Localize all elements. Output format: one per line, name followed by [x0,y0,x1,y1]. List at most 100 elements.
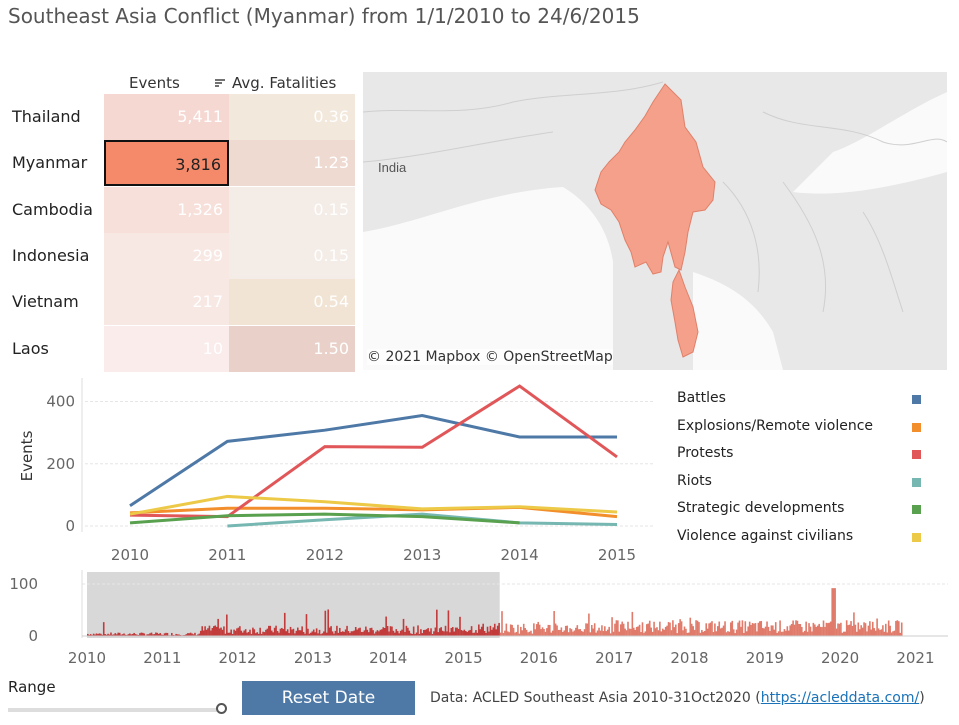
reset-date-button[interactable]: Reset Date [242,681,415,715]
legend-swatch [912,450,921,460]
country-table: Events Avg. Fatalities Thailand 5,411 0.36… [8,72,355,372]
timeline-bar [265,629,267,636]
range-slider-track[interactable] [8,708,224,712]
timeline-bar [139,633,141,636]
legend-label[interactable]: Battles [677,390,726,406]
events-cell[interactable]: 217 [104,279,229,326]
myanmar-shape[interactable] [594,83,716,358]
timeline-bar [501,611,503,636]
table-row[interactable]: Cambodia 1,326 0.15 [8,186,355,233]
timeline-bar [237,627,240,636]
events-cell[interactable]: 1,326 [104,186,229,233]
sort-icon[interactable] [214,72,227,94]
legend-label[interactable]: Violence against civilians [677,528,854,544]
events-cell[interactable]: 5,411 [104,94,229,140]
table-row[interactable]: Indonesia 299 0.15 [8,232,355,279]
timeline-bar [378,631,380,636]
timeline-bar [630,628,632,636]
timeline-bar [460,630,463,636]
timeline-bar [646,624,648,636]
events-cell[interactable]: 299 [104,232,229,279]
fatalities-cell[interactable]: 1.50 [229,325,355,372]
timeline-bar [528,631,531,636]
timeline-bar [189,632,192,636]
events-cell[interactable]: 10 [104,325,229,372]
timeline-bar [617,620,619,636]
timeline-bar [504,630,506,636]
timeline-bar [466,632,469,636]
timeline-bar [486,626,489,636]
fatalities-cell[interactable]: 0.15 [229,186,355,233]
timeline-bar [212,626,215,636]
timeline-bar [205,629,208,636]
timeline-bar [456,627,458,636]
timeline-bar [128,633,131,636]
timeline-bar [696,620,699,636]
timeline-bar [170,632,173,636]
timeline-bar [285,631,288,636]
timeline-bar [253,629,256,636]
timeline-bar [850,621,852,636]
timeline-bar [547,624,550,636]
timeline-bar [110,632,112,636]
timeline-bar [745,631,748,636]
timeline-bar [295,630,298,636]
range-slider-handle[interactable] [216,703,227,714]
series-line[interactable] [129,512,520,525]
series-line[interactable] [129,384,618,519]
selected-range[interactable] [87,572,500,638]
timeline-bar [583,629,586,636]
timeline-bar [785,630,787,636]
table-row[interactable]: Myanmar 3,816 1.23 [8,140,355,187]
timeline-bar [107,633,109,636]
timeline-bar [656,627,658,636]
legend-label[interactable]: Strategic developments [677,500,845,517]
timeline-bar [598,627,600,636]
timeline-bar [386,625,389,636]
timeline-bar [334,630,337,636]
table-row[interactable]: Thailand 5,411 0.36 [8,94,355,140]
page-title: Southeast Asia Conflict (Myanmar) from 1… [8,4,640,28]
timeline-bar [142,632,144,636]
timeline-bar [299,630,302,636]
timeline-bar [798,624,800,636]
map-view[interactable]: India © 2021 Mapbox © OpenStreetMap [363,72,947,370]
timeline-bar-chart[interactable]: 0 100 2010 2011 2012 2013 2014 2015 2016 2017 2018… [0,568,959,674]
legend-label[interactable]: Explosions/Remote violence [677,417,873,434]
fatalities-column-header[interactable]: Avg. Fatalities [232,74,337,92]
legend-label[interactable]: Riots [677,472,712,489]
timeline-bar [819,626,822,636]
timeline-bar [166,632,169,636]
timeline-bar [425,629,428,636]
timeline-bar [459,616,461,636]
series-line[interactable] [129,494,618,516]
timeline-bar [782,631,784,636]
legend-swatch [912,533,921,542]
timeline-bar [330,626,332,636]
fatalities-cell[interactable]: 0.54 [229,279,355,326]
legend-label[interactable]: Protests [677,445,734,462]
timeline-bar [821,627,823,636]
fatalities-cell[interactable]: 1.23 [229,140,355,187]
events-line-chart[interactable]: 0 200 400 Events 2010 2011 2012 2013 2014 2015 [0,372,660,572]
timeline-bar [871,621,874,636]
timeline-bar [730,622,732,636]
fatalities-cell[interactable]: 0.15 [229,232,355,279]
events-column-header[interactable]: Events [129,74,180,92]
source-link[interactable]: https://acleddata.com/ [760,690,920,706]
events-cell[interactable]: 3,816 [104,140,229,187]
timeline-bar [815,626,818,636]
timeline-bar [624,628,626,636]
table-row[interactable]: Laos 10 1.50 [8,325,355,372]
timeline-bar [402,618,405,636]
series-line[interactable] [227,512,618,528]
timeline-bar [114,633,117,636]
series-line[interactable] [129,414,617,508]
timeline-bar [178,634,180,636]
map-svg: India [363,72,947,370]
timeline-bar [221,629,224,636]
table-row[interactable]: Vietnam 217 0.54 [8,279,355,326]
timeline-bar [214,625,217,636]
timeline-bar [311,631,314,636]
fatalities-cell[interactable]: 0.36 [229,94,355,140]
